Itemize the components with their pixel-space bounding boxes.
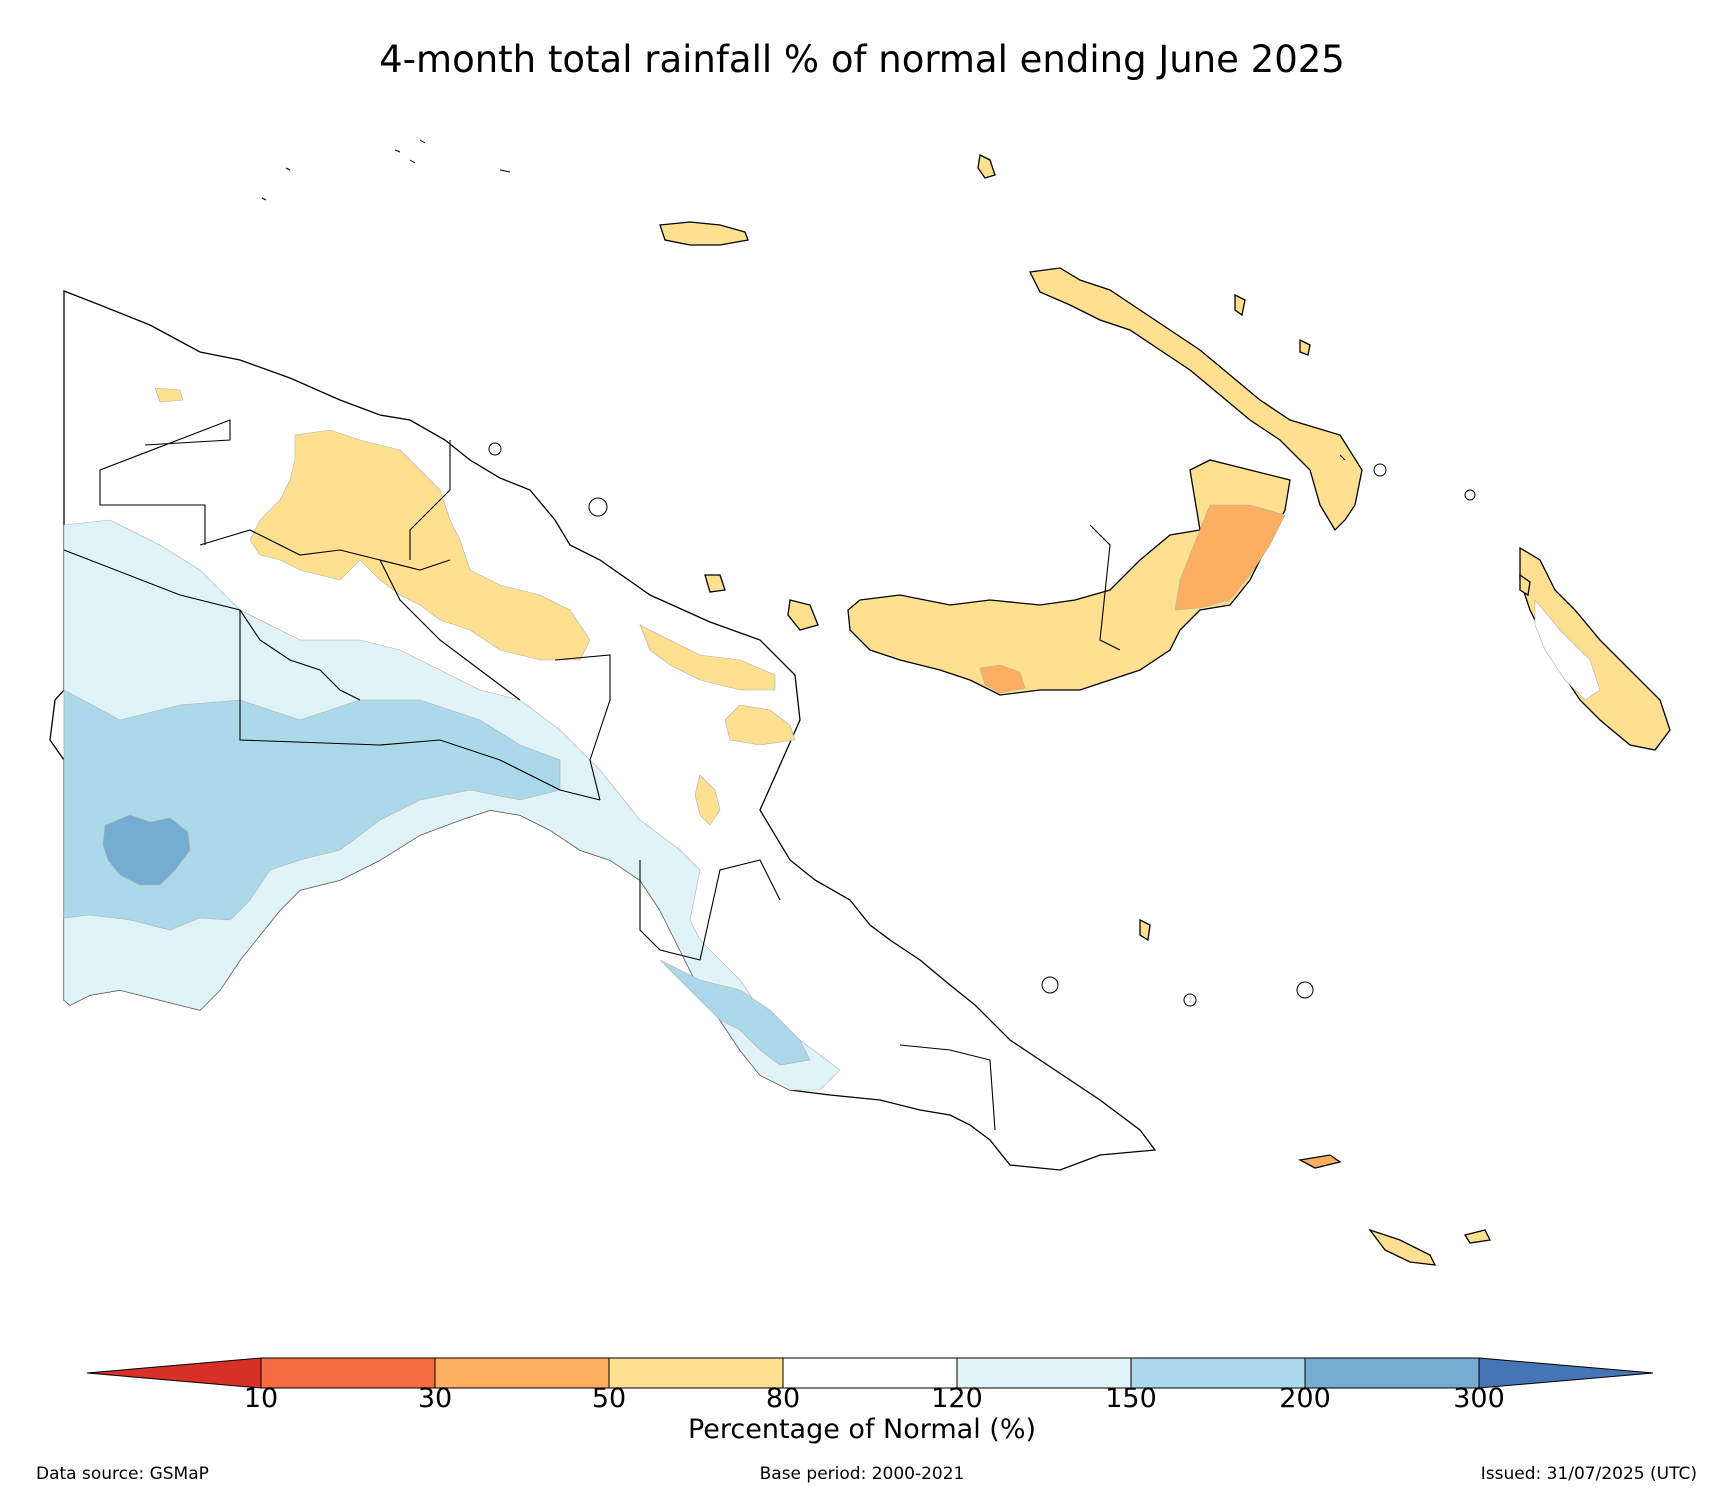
boundary-sandaun (63, 549, 361, 701)
colorbar-tick: 80 (765, 1383, 801, 1414)
woodlark-30-50 (1298, 1154, 1342, 1169)
rossel-island (1463, 1229, 1491, 1244)
colorbar-tick: 10 (243, 1383, 279, 1414)
boundary-madang (554, 654, 611, 801)
colorbar-tick: 200 (1279, 1383, 1331, 1414)
bougainville-white (1534, 599, 1601, 701)
boundary-enga (409, 440, 451, 560)
boundary-milne (1089, 524, 1121, 651)
colorbar-tick: 30 (417, 1383, 453, 1414)
colorbar-bin-150-200 (1130, 1357, 1306, 1389)
colorbar-tick: 120 (931, 1383, 983, 1414)
region-50-80-eastcoast (694, 774, 721, 826)
boundary-oro (899, 1044, 996, 1131)
misima-island (1368, 1228, 1437, 1266)
small-island-6 (1139, 918, 1151, 942)
new-britain-30-50-south (979, 664, 1026, 694)
colorbar-extend-high (1478, 1357, 1654, 1389)
data-source: Data source: GSMaP (36, 1464, 209, 1484)
colorbar-tick: 50 (591, 1383, 627, 1414)
region-200-300 (102, 814, 191, 886)
colorbar-bin-10-30 (260, 1357, 436, 1389)
boundary-sepik (199, 529, 451, 571)
new-ireland-shape (1029, 267, 1363, 532)
small-island-2 (1234, 293, 1246, 317)
small-island-7 (1519, 573, 1531, 597)
province-boundaries (63, 419, 1121, 1131)
small-islands (261, 139, 1476, 1007)
small-island-3 (1299, 338, 1311, 356)
region-120-150-west (63, 519, 841, 1091)
new-ireland (659, 154, 1671, 1266)
boundary-central (639, 859, 781, 961)
manus-island (659, 221, 749, 246)
colorbar-tick: 300 (1453, 1383, 1505, 1414)
anomaly-regions (63, 387, 841, 1091)
small-island-5 (787, 599, 819, 631)
colorbar-bin-50-80 (608, 1357, 784, 1389)
issued-date: Issued: 31/07/2025 (UTC) (1480, 1464, 1697, 1484)
map-title: 4-month total rainfall % of normal endin… (379, 38, 1345, 81)
colorbar-bin-30-50 (434, 1357, 610, 1389)
new-britain (847, 459, 1291, 696)
base-period: Base period: 2000-2021 (759, 1464, 965, 1484)
small-island-1 (977, 154, 996, 179)
boundary-gulf (379, 559, 521, 701)
colorbar-label: Percentage of Normal (%) (687, 1414, 1037, 1445)
region-50-80-highlands (249, 429, 591, 661)
region-150-200-west (63, 689, 561, 931)
colorbar-bin-200-300 (1304, 1357, 1480, 1389)
colorbar-bin-120-150 (956, 1357, 1132, 1389)
colorbar-tick: 150 (1105, 1383, 1157, 1414)
new-britain-30-50-east (1174, 504, 1286, 611)
region-50-80-north-coast (639, 624, 776, 691)
region-150-200-south (659, 959, 811, 1066)
boundary-highlands (99, 419, 231, 545)
region-50-80-sepik (154, 387, 184, 403)
region-50-80-madang (724, 704, 796, 746)
boundary-western (239, 610, 601, 801)
small-island-4 (704, 574, 726, 593)
colorbar-bins (86, 1357, 1654, 1389)
